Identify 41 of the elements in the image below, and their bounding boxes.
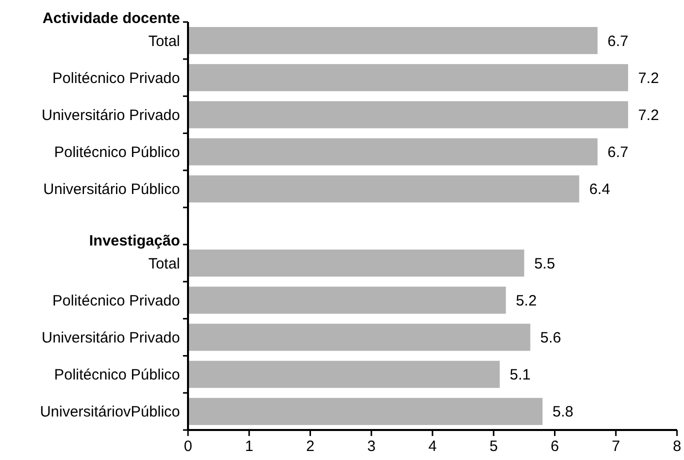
data-label: 6.7 (608, 144, 628, 162)
x-tick-label: 8 (672, 438, 682, 455)
data-label: 7.2 (638, 70, 659, 87)
text: Investigação (89, 232, 180, 250)
x-tick-label: 4 (428, 438, 437, 455)
data-label: 5.8 (552, 404, 574, 421)
x-tick-label: 1 (244, 438, 254, 455)
x-tick-label: 3 (367, 438, 376, 455)
data-label: 5.2 (516, 292, 537, 310)
bar (188, 64, 628, 92)
bar (188, 324, 530, 351)
bar (188, 286, 506, 314)
x-tick-label: 0 (184, 438, 192, 455)
y-tick-label: Universitário Privado (42, 330, 180, 347)
data-label: 7.2 (638, 106, 659, 124)
bar (188, 101, 628, 128)
bar (188, 175, 580, 202)
y-tick-label: Universitário Privado (42, 106, 180, 124)
data-label: 6.4 (589, 181, 610, 198)
text: Actividade docente (42, 10, 180, 28)
y-tick-label: UniversitáriovPúblico (40, 404, 180, 421)
bar (188, 27, 598, 54)
x-tick-label: 6 (550, 438, 559, 455)
y-tick-label: Total (148, 255, 180, 272)
bar (188, 398, 543, 425)
y-tick-label: Politécnico Privado (52, 292, 180, 310)
data-label: 5.1 (510, 366, 531, 384)
data-label: 5.6 (540, 330, 562, 347)
y-tick-label: Politécnico Público (54, 144, 180, 162)
y-tick-label: Universitário Público (43, 181, 180, 198)
data-label: 6.7 (608, 32, 628, 50)
x-tick-label: 5 (489, 438, 498, 455)
y-tick-label: Politécnico Público (54, 366, 180, 384)
x-tick-label: 2 (306, 438, 314, 455)
y-tick-label: Total (148, 32, 180, 50)
x-tick-label: 7 (612, 438, 620, 455)
bar (188, 138, 598, 166)
bar (188, 250, 524, 277)
data-label: 5.5 (534, 255, 556, 272)
y-tick-label: Politécnico Privado (52, 70, 180, 87)
bar (188, 360, 500, 388)
